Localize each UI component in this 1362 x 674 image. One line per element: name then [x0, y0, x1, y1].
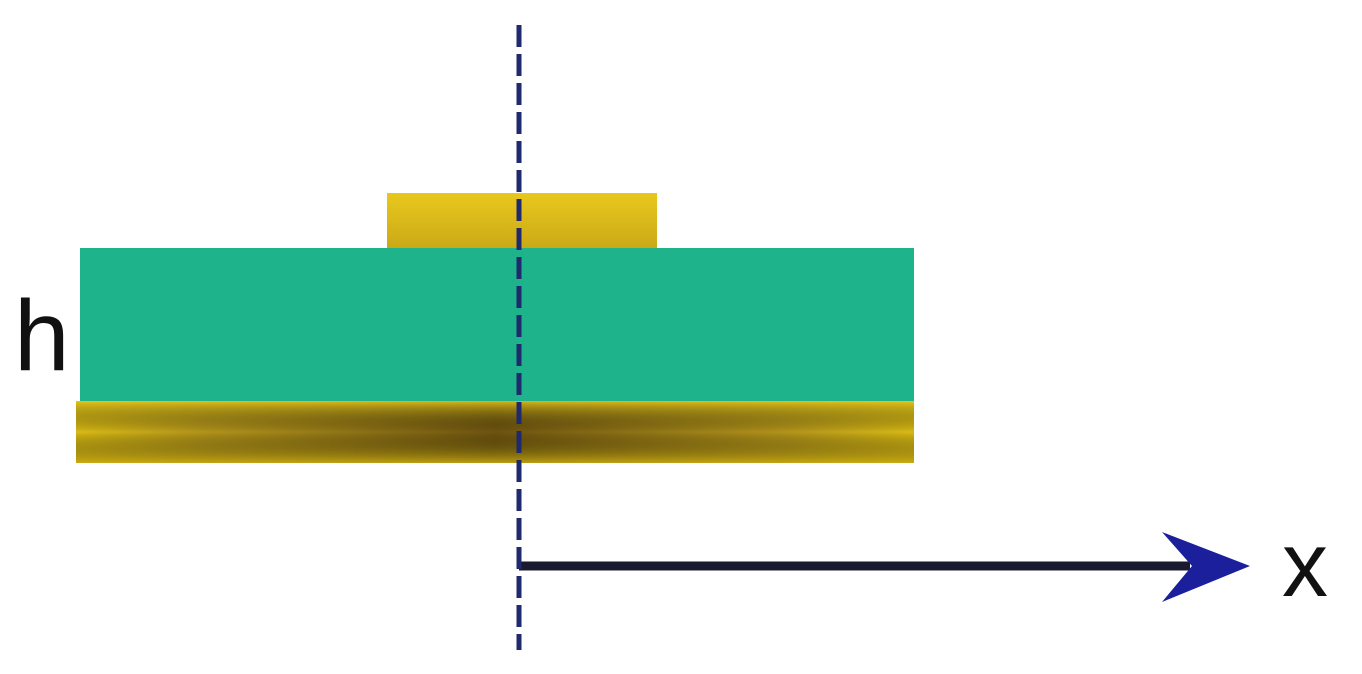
ground-plane: [76, 401, 914, 463]
top-conductor-strip: [387, 193, 657, 250]
height-label: h: [14, 280, 70, 392]
x-axis-label: x: [1282, 514, 1328, 616]
dielectric-substrate: [80, 248, 914, 403]
x-axis-arrowhead: [1162, 532, 1250, 602]
